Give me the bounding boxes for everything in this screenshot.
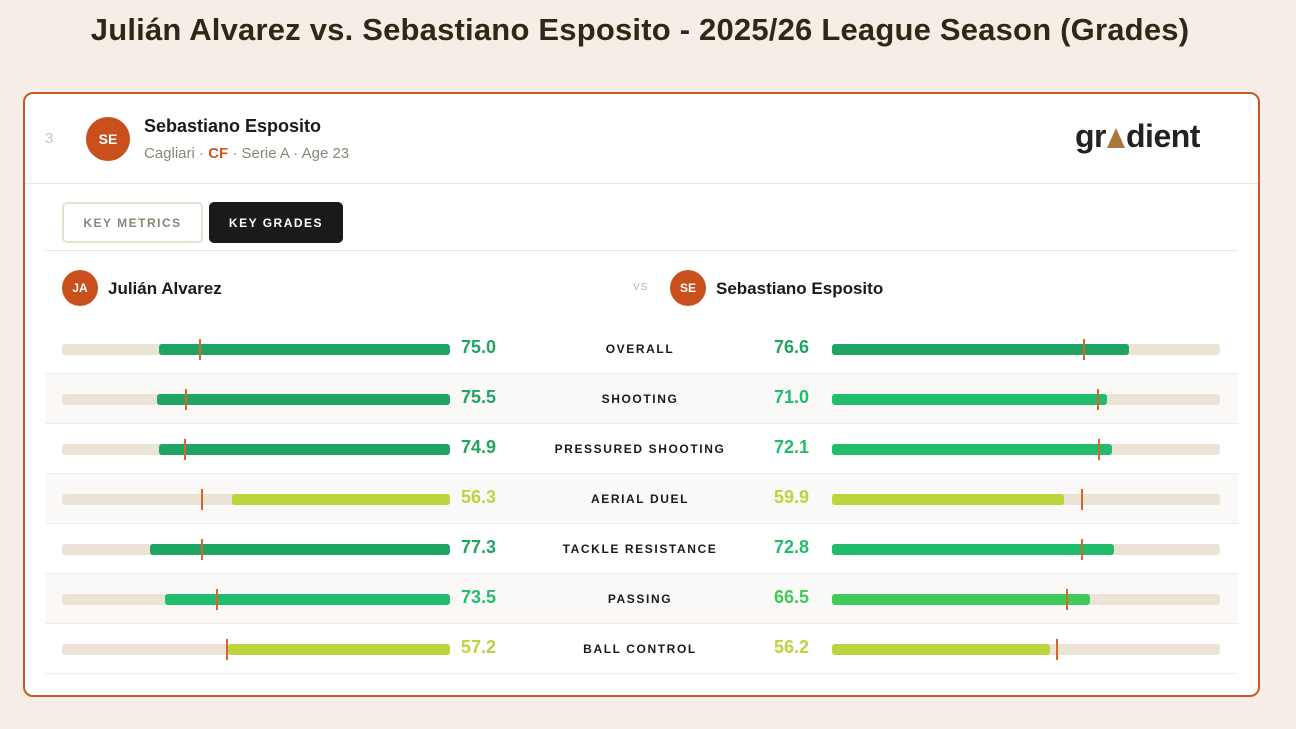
left-grade-fill <box>159 444 450 455</box>
metric-row: 73.5 66.5 PASSING <box>45 574 1238 624</box>
logo-triangle-icon <box>1107 128 1125 148</box>
right-average-marker <box>1080 489 1083 510</box>
left-grade-value: 73.5 <box>461 587 497 607</box>
right-average-marker <box>1065 589 1068 610</box>
player-name[interactable]: Sebastiano Esposito <box>144 116 322 136</box>
league-name: Serie A <box>241 145 290 162</box>
left-grade-fill <box>228 644 450 655</box>
metric-label: PRESSURED SHOOTING <box>554 442 726 456</box>
left-grade-value: 77.3 <box>461 537 497 557</box>
page-title: Julián Alvarez vs. Sebastiano Esposito -… <box>90 12 1190 47</box>
left-average-marker <box>216 589 219 610</box>
left-grade-value: 75.5 <box>461 387 497 407</box>
right-grade-fill <box>832 344 1130 355</box>
left-average-marker <box>184 389 187 410</box>
metric-row: 75.5 71.0 SHOOTING <box>45 374 1238 424</box>
left-grade-fill <box>150 544 450 555</box>
right-grade-bar <box>832 339 1220 360</box>
right-player-name: Sebastiano Esposito <box>716 279 884 298</box>
metric-label: OVERALL <box>605 342 675 356</box>
left-average-marker <box>183 439 186 460</box>
gradient-logo: gr dient <box>1075 118 1200 155</box>
right-grade-value: 59.9 <box>773 487 809 507</box>
right-grade-value: 66.5 <box>773 587 809 607</box>
avatar: JA <box>62 270 98 306</box>
club-name: Cagliari <box>144 145 195 162</box>
metric-row: 75.0 76.6 OVERALL <box>45 324 1238 374</box>
logo-text-start: gr <box>1075 118 1107 154</box>
left-average-marker <box>199 339 202 360</box>
meta-separator: · <box>232 145 238 162</box>
right-average-marker <box>1098 439 1101 460</box>
left-grade-fill <box>159 344 450 355</box>
right-grade-bar <box>832 639 1220 660</box>
tab-key-metrics[interactable]: KEY METRICS <box>62 202 203 243</box>
right-grade-fill <box>832 644 1051 655</box>
right-grade-value: 72.1 <box>773 437 809 457</box>
right-grade-fill <box>832 444 1112 455</box>
metric-row: 77.3 72.8 TACKLE RESISTANCE <box>45 524 1238 574</box>
meta-separator: · <box>293 145 299 162</box>
right-average-marker <box>1056 639 1059 660</box>
right-average-marker <box>1082 339 1085 360</box>
logo-text-end: dient <box>1126 118 1200 154</box>
right-grade-value: 56.2 <box>773 637 809 657</box>
left-grade-fill <box>157 394 450 405</box>
player-meta: Cagliari · CF · Serie A · Age 23 <box>144 145 349 162</box>
left-grade-fill <box>164 594 450 605</box>
right-grade-bar <box>832 389 1220 410</box>
left-grade-bar <box>62 589 450 610</box>
avatar: SE <box>86 117 130 161</box>
left-grade-bar <box>62 639 450 660</box>
right-grade-value: 72.8 <box>773 537 809 557</box>
left-grade-bar <box>62 439 450 460</box>
avatar: SE <box>670 270 706 306</box>
metric-row: 56.3 59.9 AERIAL DUEL <box>45 474 1238 524</box>
right-grade-fill <box>832 594 1091 605</box>
metric-label: SHOOTING <box>601 392 679 406</box>
left-grade-value: 75.0 <box>461 337 497 357</box>
left-grade-bar <box>62 489 450 510</box>
position-badge: CF <box>208 145 229 162</box>
left-grade-bar <box>62 339 450 360</box>
metric-label: BALL CONTROL <box>583 642 697 656</box>
tab-key-grades[interactable]: KEY GRADES <box>209 202 343 243</box>
metric-label: PASSING <box>607 592 673 606</box>
right-grade-bar <box>832 589 1220 610</box>
left-grade-fill <box>231 494 450 505</box>
left-player-name: Julián Alvarez <box>108 279 222 298</box>
right-grade-value: 71.0 <box>773 387 809 407</box>
player-header: 3 SE Sebastiano Esposito Cagliari · CF ·… <box>25 94 1258 184</box>
metric-row: 74.9 72.1 PRESSURED SHOOTING <box>45 424 1238 474</box>
metric-label: TACKLE RESISTANCE <box>562 542 718 556</box>
metric-label: AERIAL DUEL <box>590 492 690 506</box>
rank-number: 3 <box>45 130 54 147</box>
player-age: Age 23 <box>301 145 350 162</box>
right-grade-bar <box>832 439 1220 460</box>
left-grade-value: 57.2 <box>461 637 497 657</box>
right-grade-bar <box>832 539 1220 560</box>
left-grade-bar <box>62 389 450 410</box>
left-average-marker <box>201 539 204 560</box>
left-grade-value: 56.3 <box>461 487 497 507</box>
left-average-marker <box>225 639 228 660</box>
right-grade-fill <box>832 494 1065 505</box>
right-average-marker <box>1097 389 1099 410</box>
left-average-marker <box>201 489 204 510</box>
right-grade-fill <box>832 544 1115 555</box>
right-grade-value: 76.6 <box>773 337 809 357</box>
divider <box>45 250 1238 251</box>
meta-separator: · <box>199 145 205 162</box>
right-grade-bar <box>832 489 1220 510</box>
metric-row: 57.2 56.2 BALL CONTROL <box>45 624 1238 674</box>
left-grade-bar <box>62 539 450 560</box>
left-grade-value: 74.9 <box>461 437 497 457</box>
right-average-marker <box>1080 539 1083 560</box>
vs-label: VS <box>633 282 649 293</box>
player-comparison-card: 3 SE Sebastiano Esposito Cagliari · CF ·… <box>23 92 1260 697</box>
right-grade-fill <box>832 394 1108 405</box>
